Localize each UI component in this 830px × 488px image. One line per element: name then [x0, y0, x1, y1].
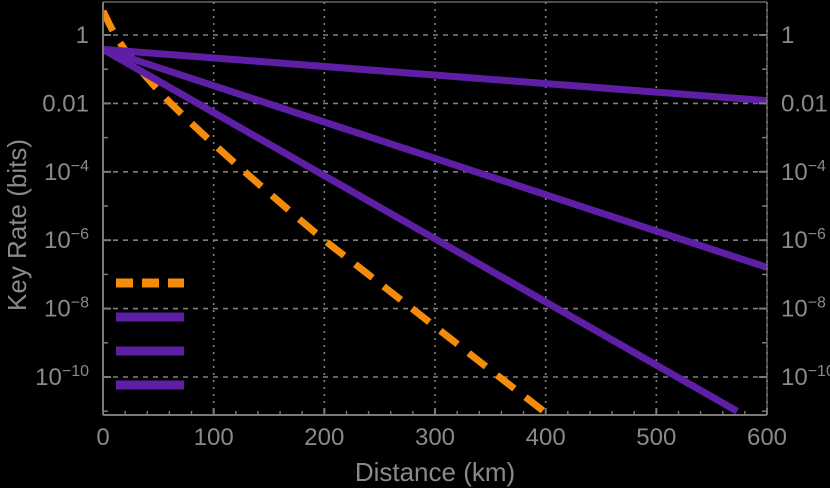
y-tick-label-right: 10−10	[781, 363, 830, 391]
series-line-series-3	[102, 46, 768, 271]
x-tick-label: 200	[304, 424, 344, 451]
y-tick-label-right: 0.01	[781, 90, 828, 117]
x-axis-title: Distance (km)	[355, 457, 515, 487]
series-line-series-1	[102, 9, 555, 415]
x-tick-label: 600	[747, 424, 787, 451]
data-series-layer	[102, 9, 768, 415]
series-line-series-2	[102, 45, 768, 105]
y-tick-label-right: 1	[781, 22, 794, 49]
x-tick-label: 100	[194, 424, 234, 451]
x-tick-label: 300	[415, 424, 455, 451]
y-tick-label: 1	[76, 22, 89, 49]
y-tick-label: 0.01	[42, 90, 89, 117]
y-tick-label-right: 10−8	[781, 295, 826, 323]
y-tick-label: 10−4	[44, 158, 89, 186]
x-tick-label: 500	[636, 424, 676, 451]
axis-frame	[102, 1, 768, 416]
chart-legend	[116, 278, 184, 390]
series-line-series-4	[102, 46, 739, 415]
y-tick-label: 10−10	[35, 363, 89, 391]
x-tick-label: 0	[96, 424, 109, 451]
y-tick-label-right: 10−6	[781, 226, 826, 254]
y-tick-label: 10−8	[44, 295, 89, 323]
x-tick-label: 400	[526, 424, 566, 451]
y-axis-title: Key Rate (bits)	[2, 139, 32, 311]
tick-labels: 0 100 200 300 400 500 600 1 1 0.01 0.01 10−4 10−4 10−…	[35, 22, 830, 451]
y-tick-label-right: 10−4	[781, 158, 826, 186]
y-tick-label: 10−6	[44, 226, 89, 254]
